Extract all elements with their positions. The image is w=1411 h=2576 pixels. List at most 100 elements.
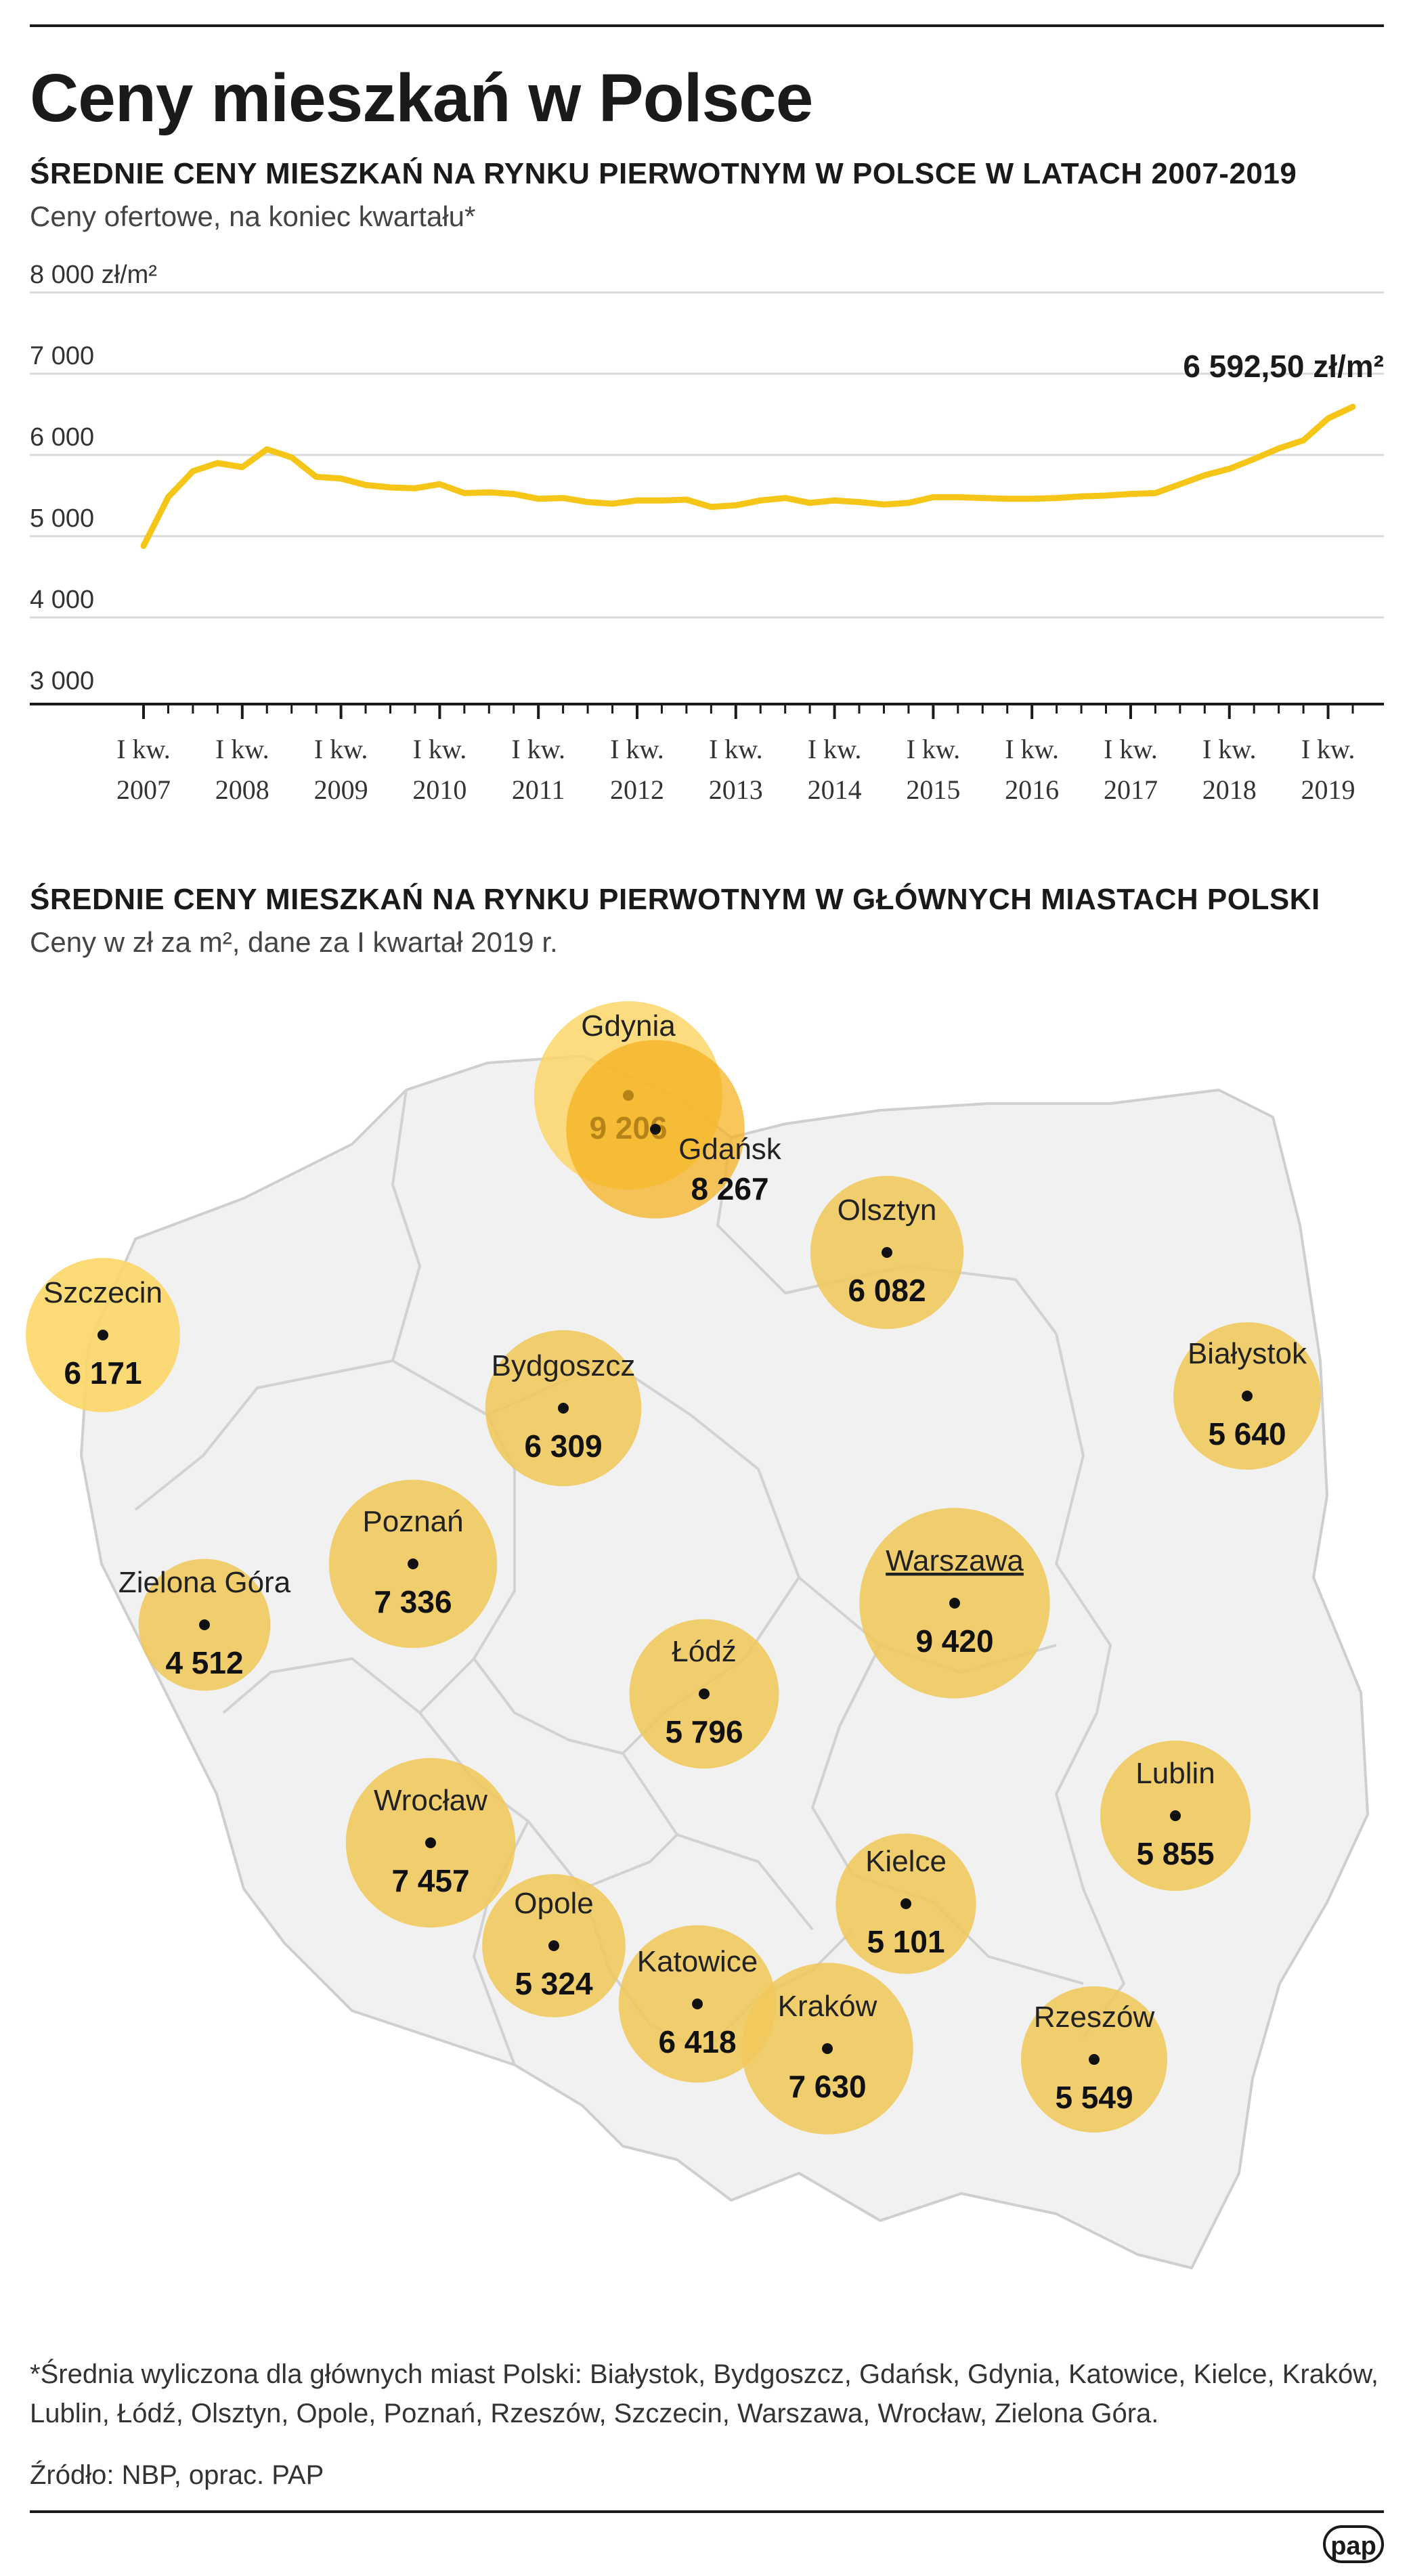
- city-value-label: 5 640: [1208, 1416, 1286, 1451]
- page-title: Ceny mieszkań w Polsce: [30, 60, 813, 136]
- line-chart-title: ŚREDNIE CENY MIESZKAŃ NA RYNKU PIERWOTNY…: [30, 157, 1297, 190]
- city-value-label: 5 855: [1136, 1836, 1214, 1871]
- city-name-label: Poznań: [362, 1505, 463, 1538]
- x-tick-label-quarter: I kw.: [709, 734, 763, 764]
- x-tick-label-year: 2008: [215, 774, 269, 805]
- x-tick-label-quarter: I kw.: [1104, 734, 1158, 764]
- city-białystok: Białystok 5 640: [1173, 1322, 1321, 1470]
- city-name-label: Olsztyn: [838, 1194, 937, 1227]
- city-wrocław: Wrocław 7 457: [345, 1758, 516, 1928]
- city-warszawa: Warszawa 9 420: [859, 1508, 1050, 1699]
- x-tick-label-quarter: I kw.: [116, 734, 171, 764]
- city-kraków: Kraków 7 630: [741, 1963, 913, 2135]
- city-value-label: 4 512: [165, 1645, 243, 1680]
- footnote: *Średnia wyliczona dla głównych miast Po…: [30, 2359, 1379, 2428]
- city-name-label: Kielce: [865, 1845, 947, 1878]
- city-value-label: 7 336: [374, 1584, 452, 1619]
- city-dot: [97, 1330, 108, 1340]
- end-value-label: 6 592,50 zł/m²: [1183, 349, 1384, 384]
- city-value-label: 6 418: [658, 2024, 736, 2059]
- city-dot: [548, 1940, 559, 1951]
- pap-logo: pap: [1323, 2525, 1384, 2563]
- city-dot: [650, 1124, 661, 1135]
- city-opole: Opole 5 324: [482, 1874, 626, 2017]
- line-chart-subtitle: Ceny ofertowe, na koniec kwartału*: [30, 200, 476, 232]
- city-value-label: 6 309: [524, 1428, 602, 1464]
- price-series-line: [140, 403, 1356, 549]
- city-name-label: Kraków: [778, 1990, 877, 2023]
- x-tick-label-quarter: I kw.: [511, 734, 565, 764]
- city-zielona-góra: Zielona Góra 4 512: [118, 1558, 291, 1691]
- city-dot: [699, 1688, 710, 1699]
- x-tick-label-year: 2019: [1301, 774, 1355, 805]
- city-value-label: 5 549: [1055, 2080, 1133, 2115]
- city-łódź: Łódź 5 796: [629, 1619, 779, 1769]
- x-tick-label-quarter: I kw.: [808, 734, 862, 764]
- city-dot: [425, 1837, 436, 1848]
- x-tick-label-year: 2014: [808, 774, 862, 805]
- city-dot: [900, 1898, 911, 1909]
- y-tick-label: 8 000 zł/m²: [30, 261, 157, 289]
- y-tick-label: 4 000: [30, 586, 94, 614]
- city-name-label: Rzeszów: [1034, 2001, 1155, 2034]
- x-tick-label-year: 2016: [1005, 774, 1059, 805]
- x-tick-label-year: 2007: [116, 774, 171, 805]
- x-tick-label-year: 2009: [314, 774, 368, 805]
- city-dot: [1089, 2054, 1100, 2065]
- city-name-label: Łódź: [672, 1635, 736, 1668]
- map-subtitle: Ceny w zł za m², dane za I kwartał 2019 …: [30, 926, 558, 958]
- y-tick-label: 7 000: [30, 342, 94, 370]
- x-tick-label-year: 2011: [512, 774, 565, 805]
- x-tick-label-quarter: I kw.: [314, 734, 368, 764]
- city-dot: [199, 1619, 210, 1630]
- city-name-label: Opole: [514, 1887, 593, 1920]
- city-name-label: Wrocław: [374, 1784, 487, 1817]
- map-title: ŚREDNIE CENY MIESZKAŃ NA RYNKU PIERWOTNY…: [30, 883, 1320, 916]
- city-value-label: 5 101: [867, 1924, 945, 1959]
- x-tick-label-quarter: I kw.: [1301, 734, 1355, 764]
- city-value-label: 6 171: [64, 1355, 142, 1391]
- x-tick-label-quarter: I kw.: [610, 734, 664, 764]
- x-tick-label-year: 2015: [906, 774, 960, 805]
- city-bydgoszcz: Bydgoszcz 6 309: [485, 1330, 642, 1487]
- city-value-label: 9 420: [915, 1623, 993, 1659]
- city-name-label: Bydgoszcz: [492, 1349, 636, 1382]
- x-tick-label-quarter: I kw.: [413, 734, 467, 764]
- y-tick-label: 3 000: [30, 667, 94, 695]
- city-dot: [692, 1999, 703, 2009]
- city-dot: [949, 1598, 960, 1609]
- city-szczecin: Szczecin 6 171: [26, 1258, 180, 1412]
- city-lublin: Lublin 5 855: [1100, 1741, 1251, 1891]
- city-value-label: 7 457: [391, 1863, 469, 1898]
- x-tick-label-quarter: I kw.: [215, 734, 269, 764]
- x-tick-label-year: 2012: [610, 774, 664, 805]
- x-tick-label-year: 2017: [1104, 774, 1158, 805]
- x-tick-label-year: 2013: [709, 774, 763, 805]
- city-dot: [1170, 1810, 1181, 1821]
- x-tick-label-year: 2010: [412, 774, 466, 805]
- city-name-label: Zielona Góra: [118, 1566, 291, 1599]
- city-value-label: 7 630: [788, 2069, 866, 2104]
- bottom-rule: [30, 2510, 1384, 2513]
- city-dot: [1242, 1391, 1253, 1401]
- city-value-label: 5 324: [515, 1966, 593, 2001]
- city-dot: [558, 1403, 569, 1414]
- city-kielce: Kielce 5 101: [835, 1833, 976, 1974]
- y-tick-label: 6 000: [30, 423, 94, 452]
- city-value-label: 8 267: [691, 1171, 768, 1206]
- city-poznań: Poznań 7 336: [328, 1479, 498, 1649]
- y-tick-label: 5 000: [30, 504, 94, 533]
- x-tick-label-quarter: I kw.: [1202, 734, 1257, 764]
- city-name-label: Białystok: [1188, 1337, 1307, 1370]
- city-dot: [822, 2043, 833, 2054]
- price-line-chart: 3 000 4 000 5 000 6 000 7 000 8 000 zł/m² I kw…: [30, 261, 1384, 805]
- top-rule: [30, 24, 1384, 27]
- city-rzeszów: Rzeszów 5 549: [1021, 1986, 1167, 2133]
- x-tick-label-quarter: I kw.: [907, 734, 961, 764]
- city-dot: [408, 1558, 418, 1569]
- source-note: Źródło: NBP, oprac. PAP: [30, 2460, 324, 2490]
- city-katowice: Katowice 6 418: [618, 1925, 777, 2083]
- city-gdańsk: Gdańsk 8 267: [566, 1040, 782, 1219]
